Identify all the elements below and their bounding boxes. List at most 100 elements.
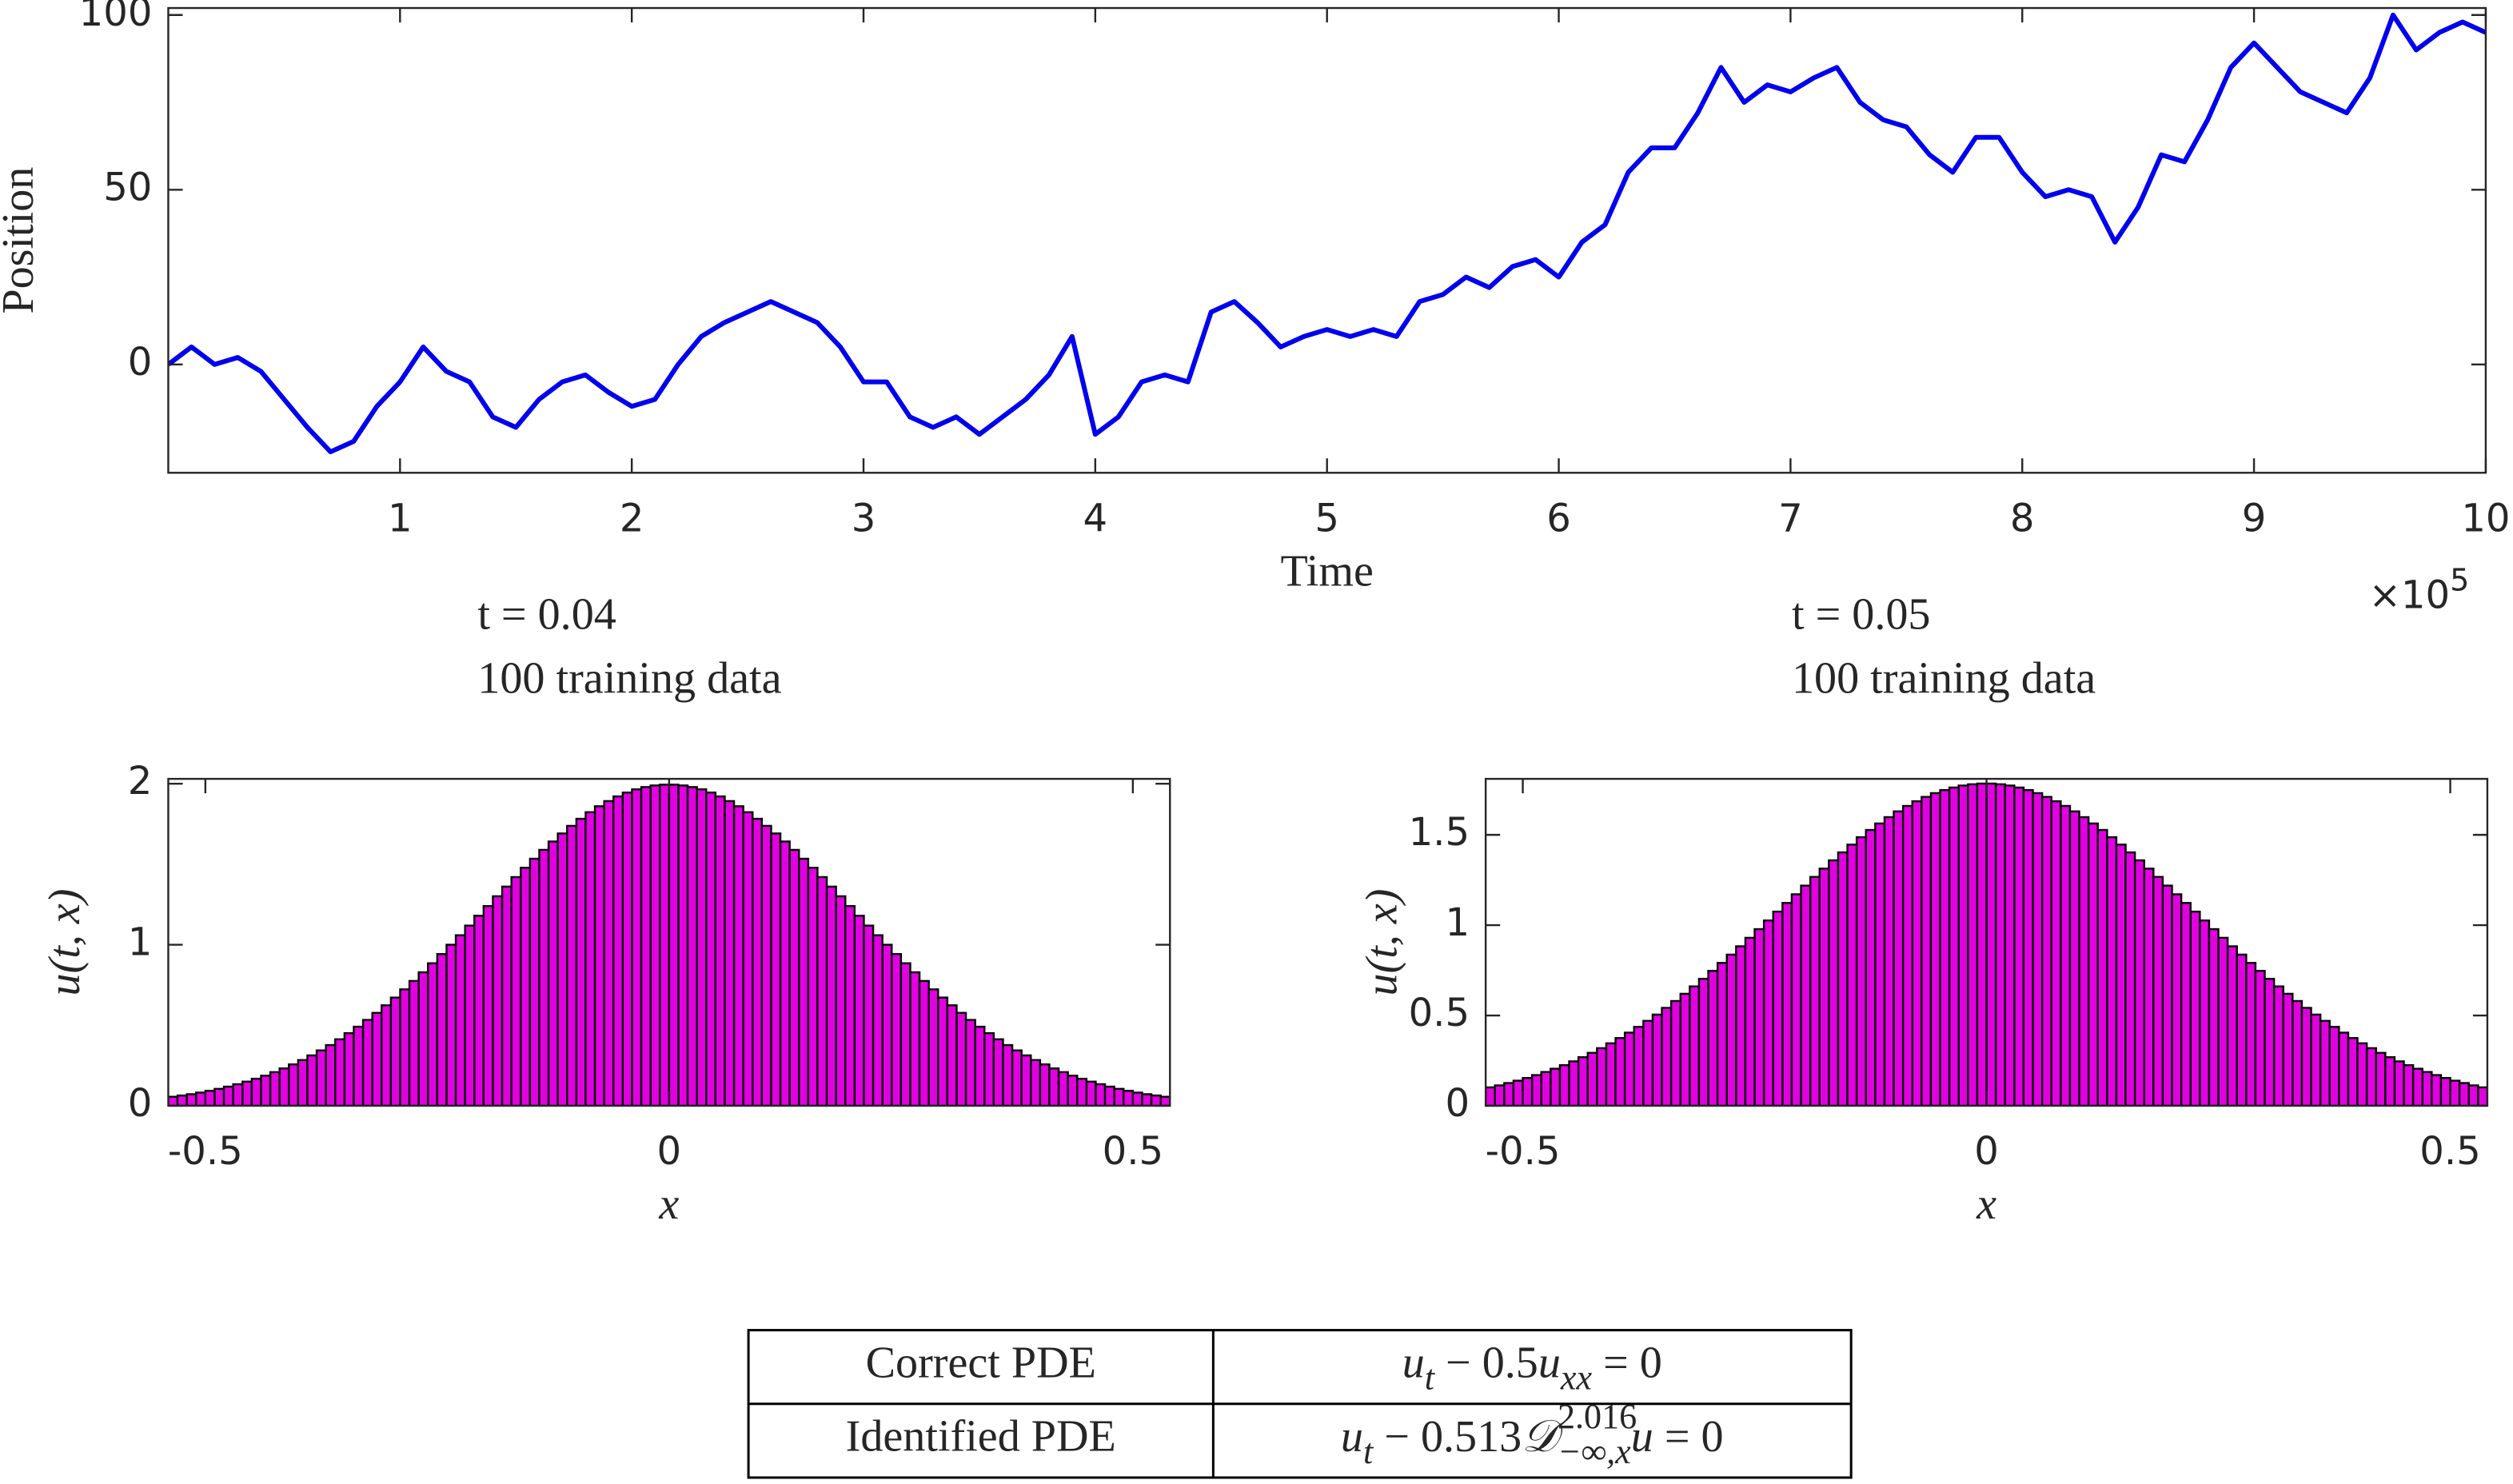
bar [1921,796,1933,1106]
bar [185,1093,197,1106]
bar [946,1004,958,1106]
bar [760,824,772,1106]
bar [2245,962,2257,1106]
x-tick-label: 10 [2461,496,2510,541]
y-tick-label: 0 [128,340,153,385]
bar [427,962,439,1106]
x-axis-label: x [1976,1179,1996,1229]
bar [399,988,411,1106]
bar [1893,810,1905,1106]
x-axis-label: Time [1280,546,1373,596]
bar [2217,936,2229,1106]
bar [612,795,624,1106]
y-tick-label: 1 [1445,900,1470,945]
bar [2060,804,2072,1106]
bar [2189,910,2201,1106]
formula-part: −∞,x [1558,1432,1631,1471]
bar [297,1059,309,1106]
y-axis-label: Position [0,167,43,314]
bar [853,915,865,1106]
x-tick-label: 8 [2010,496,2035,541]
bar [2096,828,2108,1106]
bar [742,811,754,1106]
bar [1095,1083,1107,1106]
formula-part: u [1341,1412,1363,1462]
bar [1503,1082,1515,1106]
bar [2004,784,2016,1106]
bar [2347,1037,2359,1106]
bar [213,1087,225,1106]
bar [798,857,810,1106]
bar [1568,1060,1580,1106]
bar [2439,1076,2451,1106]
bar [872,934,884,1106]
bar [1011,1049,1023,1106]
bar [1865,828,1877,1106]
bar [2403,1063,2415,1106]
bar [1512,1079,1524,1106]
bar [2292,999,2304,1106]
bar [974,1025,986,1106]
bar [788,848,800,1106]
bar [909,971,921,1106]
x-tick-label: 7 [1778,496,1803,541]
bar [232,1083,244,1106]
x-tick-label: 0.5 [2419,1129,2481,1174]
y-tick-label: 1.5 [1409,810,1470,855]
bar [2208,927,2220,1106]
bar [983,1031,995,1106]
formula-part: xx [1560,1358,1593,1398]
bar [1725,953,1737,1106]
bar [584,811,596,1106]
bar [269,1071,281,1106]
bar [1540,1071,1552,1106]
bar [1577,1056,1589,1106]
bar [2032,792,2044,1106]
bar [899,962,911,1106]
bar [575,817,587,1106]
bar [955,1011,967,1106]
bar [2161,884,2173,1106]
bar [195,1091,207,1106]
bar [964,1019,976,1106]
bar [1558,1063,1570,1106]
bar [649,784,661,1106]
bar [204,1090,216,1106]
multiplier-exponent: 5 [2450,562,2469,597]
bar [1030,1059,1042,1106]
bar [436,953,448,1106]
bar [389,996,401,1106]
bar [2467,1084,2479,1106]
bar [1837,851,1849,1106]
bar [454,934,466,1106]
y-tick-label: 0.5 [1409,991,1470,1035]
x-tick-label: -0.5 [1486,1129,1561,1174]
bar [250,1077,262,1106]
bar [863,924,875,1106]
formula-part: u [1402,1338,1425,1388]
bar [835,895,847,1106]
bar [325,1043,337,1106]
table-cell: Correct PDE [866,1338,1096,1388]
bar [315,1049,327,1106]
bar [1679,992,1691,1106]
bar [1067,1075,1079,1106]
plot-area [168,12,2486,455]
x-tick-label: 0 [1974,1129,1999,1174]
bar [1948,786,1960,1106]
axes-frame [167,6,2487,474]
bar [1642,1019,1654,1106]
bar [992,1038,1004,1106]
bar [381,1004,393,1106]
bar [1939,788,1951,1106]
annotation: t = 0.04 [477,590,616,640]
bar [2328,1026,2340,1106]
bar [2458,1082,2470,1106]
bar [2078,816,2090,1106]
bar [1530,1074,1542,1106]
bar [1586,1051,1598,1106]
bar [2180,902,2192,1106]
bar [288,1063,300,1106]
bar [1781,902,1793,1106]
bar [668,784,680,1106]
